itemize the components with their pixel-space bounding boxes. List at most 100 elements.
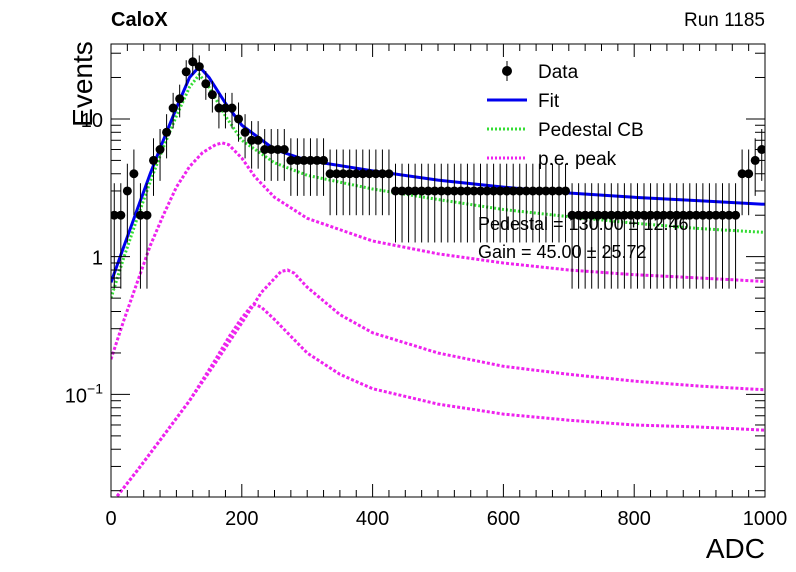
data-point <box>253 135 263 145</box>
data-point <box>672 210 682 220</box>
data-point <box>469 186 479 196</box>
data-point <box>181 67 191 77</box>
data-point <box>482 186 492 196</box>
series-pe-curve-5 <box>114 302 765 497</box>
legend: Data Fit Pedestal CB p.e. peak <box>487 61 644 170</box>
data-point <box>345 169 355 179</box>
data-point <box>737 169 747 179</box>
data-point <box>122 186 132 196</box>
data-point <box>364 169 374 179</box>
data-point <box>593 210 603 220</box>
data-point <box>724 210 734 220</box>
series-pe-curve-4 <box>114 268 765 497</box>
data-point <box>162 127 172 137</box>
data-point <box>495 186 505 196</box>
data-point <box>390 186 400 196</box>
data-point <box>129 169 139 179</box>
data-point <box>299 155 309 165</box>
data-point <box>384 169 394 179</box>
x-tick-label: 600 <box>487 508 520 530</box>
run-label: Run 1185 <box>684 10 765 31</box>
data-point <box>279 144 289 154</box>
plot-frame <box>110 43 766 498</box>
data-point <box>214 103 224 113</box>
axis-ticks <box>110 44 766 497</box>
tick-labels: 0 200 400 600 800 1000 10−1 1 10 <box>65 110 787 530</box>
data-point <box>449 186 459 196</box>
data-point <box>600 210 610 220</box>
data-point <box>201 79 211 89</box>
data-point <box>632 210 642 220</box>
y-tick-label: 1 <box>92 248 103 270</box>
data-point <box>332 169 342 179</box>
data-point <box>430 186 440 196</box>
data-point <box>358 169 368 179</box>
data-points-layer <box>111 51 765 289</box>
data-point <box>175 94 185 104</box>
data-point <box>619 210 629 220</box>
x-tick-label: 800 <box>618 508 651 530</box>
data-point <box>188 57 198 67</box>
data-point <box>443 186 453 196</box>
data-point <box>325 169 335 179</box>
data-point <box>704 210 714 220</box>
y-axis-title: Events <box>67 41 98 127</box>
data-point <box>292 155 302 165</box>
y-tick-label: 10 <box>81 110 103 132</box>
data-point <box>410 186 420 196</box>
data-point <box>456 186 466 196</box>
legend-label-fit: Fit <box>538 91 560 112</box>
data-point <box>574 210 584 220</box>
data-point <box>227 103 237 113</box>
data-point <box>234 114 244 124</box>
data-point <box>404 186 414 196</box>
data-point <box>606 210 616 220</box>
data-point <box>587 210 597 220</box>
data-point <box>305 155 315 165</box>
x-tick-label: 400 <box>356 508 389 530</box>
x-tick-label: 1000 <box>743 508 788 530</box>
data-point <box>168 103 178 113</box>
legend-label-pedestal: Pedestal CB <box>538 120 644 141</box>
y-tick-label: 10−1 <box>65 380 103 407</box>
data-point <box>240 127 250 137</box>
data-point <box>626 210 636 220</box>
data-point <box>717 210 727 220</box>
data-point <box>397 186 407 196</box>
data-point <box>207 90 217 100</box>
data-point <box>377 169 387 179</box>
data-point <box>528 186 538 196</box>
x-tick-label: 200 <box>225 508 258 530</box>
data-point <box>371 169 381 179</box>
data-point <box>220 103 230 113</box>
x-tick-label: 0 <box>105 508 116 530</box>
data-point <box>489 186 499 196</box>
data-point <box>260 144 270 154</box>
data-point <box>665 210 675 220</box>
data-point <box>351 169 361 179</box>
data-point <box>691 210 701 220</box>
data-point <box>554 186 564 196</box>
data-point <box>534 186 544 196</box>
data-point <box>266 144 276 154</box>
data-point <box>194 62 204 72</box>
data-point <box>273 144 283 154</box>
curve-layer <box>111 64 765 497</box>
series-fit-curve-1 <box>111 64 765 283</box>
data-point <box>417 186 427 196</box>
data-point <box>338 169 348 179</box>
legend-data-marker <box>502 66 512 76</box>
data-point <box>515 186 525 196</box>
legend-label-data: Data <box>538 62 579 83</box>
experiment-label: CaloX <box>111 9 168 31</box>
data-point <box>659 210 669 220</box>
legend-label-pe: p.e. peak <box>538 149 617 170</box>
data-point <box>646 210 656 220</box>
data-point <box>423 186 433 196</box>
data-point <box>698 210 708 220</box>
data-point <box>744 169 754 179</box>
pedestal-result: Pedestal = 130.00 ± 12.46 <box>478 214 689 234</box>
data-point <box>155 144 165 154</box>
data-point <box>685 210 695 220</box>
